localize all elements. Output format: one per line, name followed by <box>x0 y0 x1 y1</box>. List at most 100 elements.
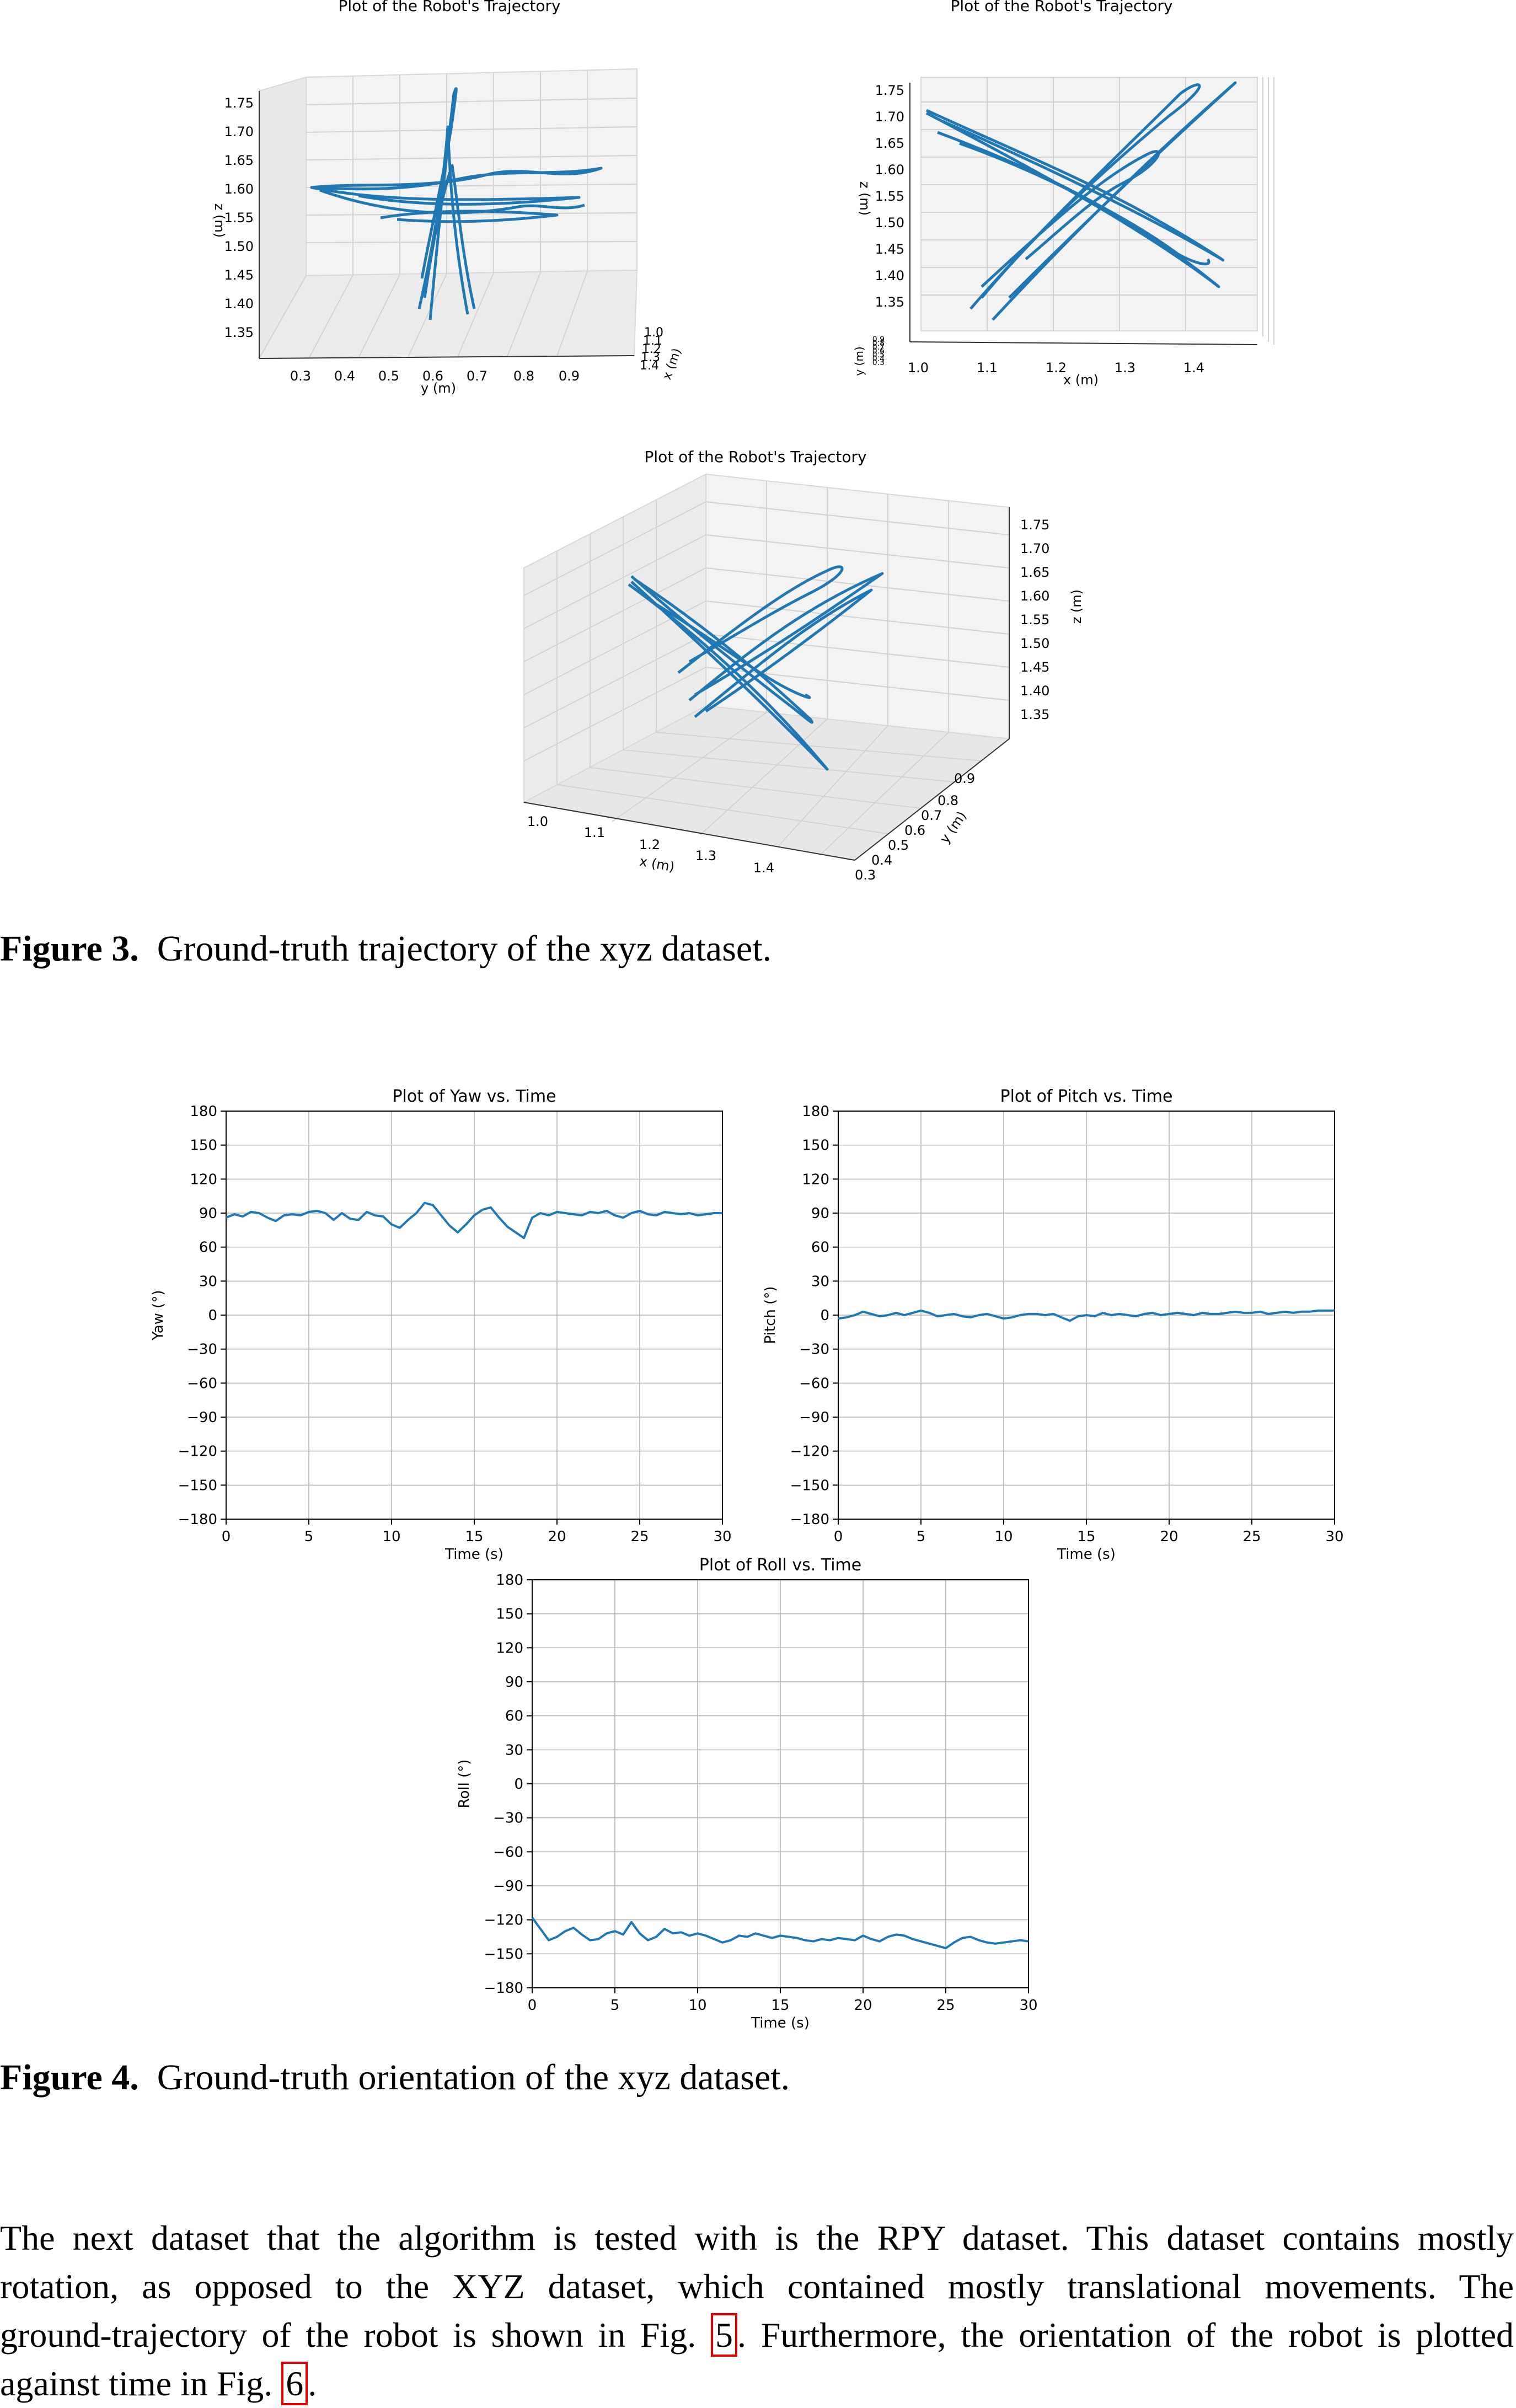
z-tick-label: 1.40 <box>1020 683 1049 699</box>
y-axis-label: Pitch (°) <box>762 1286 779 1344</box>
x-tick-label: 0 <box>528 1997 537 2014</box>
y-tick-label: 0.4 <box>334 368 355 384</box>
y-tick-label: −60 <box>799 1375 829 1392</box>
x-tick-label: 5 <box>304 1529 314 1545</box>
z-tick-label: 1.50 <box>224 239 254 254</box>
z-tick-label: 1.70 <box>224 124 254 140</box>
x-tick-label: 1.3 <box>1115 360 1135 376</box>
figure-3-caption: Figure 3. Ground-truth trajectory of the… <box>0 928 772 970</box>
y-tick-label: −60 <box>187 1375 217 1392</box>
paragraph-line: against time in Fig. 6. <box>0 2359 1514 2408</box>
y-tick-label: 150 <box>802 1138 829 1154</box>
y-tick-label: 150 <box>496 1606 523 1623</box>
x-tick-label: 1.1 <box>643 334 662 348</box>
z-tick-label: 1.55 <box>224 210 254 226</box>
x-axis-label: x (m) <box>660 346 684 382</box>
paragraph-line: rotation, as opposed to the XYZ dataset,… <box>0 2267 1514 2306</box>
figure-5-link[interactable]: 5 <box>711 2313 737 2357</box>
x-tick-label: 0 <box>834 1529 843 1545</box>
figure-4-label: Figure 4. <box>0 2057 139 2098</box>
z-tick-label: 1.35 <box>224 325 254 340</box>
z-tick-label: 1.60 <box>875 162 904 178</box>
z-tick-label: 1.75 <box>875 83 904 98</box>
z-tick-label: 1.65 <box>875 136 904 151</box>
z-tick-label: 1.60 <box>1020 588 1049 604</box>
z-tick-label: 1.65 <box>224 153 254 168</box>
y-axis-label: y (m) <box>853 346 866 376</box>
y-tick-label: 0.3 <box>290 368 311 384</box>
x-tick-label: 5 <box>610 1997 620 2014</box>
y-tick-label: 0.8 <box>872 339 885 348</box>
z-tick-label: 1.75 <box>224 95 254 111</box>
y-tick-label: −30 <box>187 1342 217 1358</box>
y-tick-label: 0.7 <box>921 808 942 823</box>
y-tick-label: 60 <box>811 1240 829 1256</box>
y-tick-label: 90 <box>505 1674 523 1691</box>
y-tick-label: −90 <box>493 1878 523 1895</box>
trajectory-plot-1: Plot of the Robot's Trajectory 1.75 1.70… <box>212 0 684 396</box>
figure-3-label: Figure 3. <box>0 929 139 969</box>
y-tick-label: 120 <box>496 1640 523 1656</box>
paragraph-text: ground-trajectory of the robot is shown … <box>0 2315 697 2355</box>
x-tick-label: 20 <box>548 1529 566 1545</box>
chart-title: Plot of Yaw vs. Time <box>392 1087 556 1106</box>
y-axis-label: y (m) <box>421 380 456 396</box>
y-tick-label: −120 <box>484 1912 523 1929</box>
y-tick-label: 0.6 <box>422 368 443 384</box>
yaw-chart: Plot of Yaw vs. Time 0 5 10 15 20 25 30 180 150 12… <box>150 1087 732 1563</box>
pitch-chart: Plot of Pitch vs. Time 0 5 10 15 20 25 30 180 150… <box>762 1087 1344 1563</box>
y-tick-label: 0.7 <box>467 368 488 384</box>
trajectory-line <box>310 87 603 320</box>
y-tick-label: 0.9 <box>872 335 885 344</box>
trajectory-plot-2: Plot of the Robot's Trajectory 1.75 1.70… <box>853 0 1274 388</box>
x-tick-label: 1.3 <box>641 351 660 364</box>
y-tick-label: 0.3 <box>872 358 885 367</box>
x-tick-label: 0 <box>222 1529 231 1545</box>
y-tick-label: 0.3 <box>855 867 876 883</box>
z-axis-label: z (m) <box>857 181 872 216</box>
x-axis-line <box>909 341 1258 345</box>
z-tick-label: 1.40 <box>875 268 904 283</box>
paragraph-text: against time in Fig. <box>0 2364 273 2403</box>
figure-6-link[interactable]: 6 <box>281 2362 308 2405</box>
y-tick-label: −90 <box>799 1409 829 1426</box>
z-tick-label: 1.55 <box>1020 612 1049 628</box>
y-tick-label: 150 <box>190 1138 217 1154</box>
trajectory-line <box>628 565 884 771</box>
x-tick-label: 15 <box>771 1997 789 2014</box>
x-tick-label: 30 <box>1019 1997 1037 2014</box>
plot-title: Plot of the Robot's Trajectory <box>950 0 1172 15</box>
y-tick-label: 0.5 <box>888 838 909 853</box>
paragraph-line: ground-trajectory of the robot is shown … <box>0 2311 1514 2359</box>
y-tick-label: 60 <box>199 1240 217 1256</box>
z-tick-label: 1.60 <box>224 181 254 197</box>
chart-title: Plot of Roll vs. Time <box>699 1556 861 1575</box>
x-tick-label: 25 <box>630 1529 649 1545</box>
y-tick-label: −180 <box>790 1511 829 1528</box>
y-tick-label: −120 <box>178 1444 217 1460</box>
y-tick-label: 0.6 <box>904 823 925 838</box>
paragraph-text: . Furthermore, the orientation of the ro… <box>737 2315 1514 2355</box>
z-tick-label: 1.35 <box>875 294 904 310</box>
y-tick-label: −180 <box>484 1980 523 1997</box>
z-tick-label: 1.45 <box>1020 659 1049 675</box>
roll-chart: Plot of Roll vs. Time 0 5 10 15 20 25 30 180 150 1… <box>456 1556 1038 2031</box>
paragraph-text: . <box>308 2364 317 2403</box>
y-tick-label: 0.4 <box>872 355 885 363</box>
y-tick-label: 0.5 <box>378 368 399 384</box>
x-tick-label: 10 <box>688 1997 706 2014</box>
body-paragraph: The next dataset that the algorithm is t… <box>0 2214 1514 2408</box>
y-tick-label: −150 <box>790 1477 829 1494</box>
x-tick-label: 1.0 <box>527 814 548 829</box>
x-tick-label: 10 <box>994 1529 1013 1545</box>
z-tick-label: 1.35 <box>1020 707 1049 722</box>
y-tick-label: 0.9 <box>954 771 975 786</box>
chart-title: Plot of Pitch vs. Time <box>1000 1087 1173 1106</box>
y-axis-label: Roll (°) <box>456 1760 473 1809</box>
y-tick-label: −120 <box>790 1444 829 1460</box>
z-tick-label: 1.65 <box>1020 565 1049 580</box>
y-tick-label: 30 <box>811 1273 829 1290</box>
figure-3-text: Ground-truth trajectory of the xyz datas… <box>157 929 772 969</box>
y-tick-label: 0.6 <box>872 347 885 356</box>
y-tick-label: −150 <box>178 1477 217 1494</box>
